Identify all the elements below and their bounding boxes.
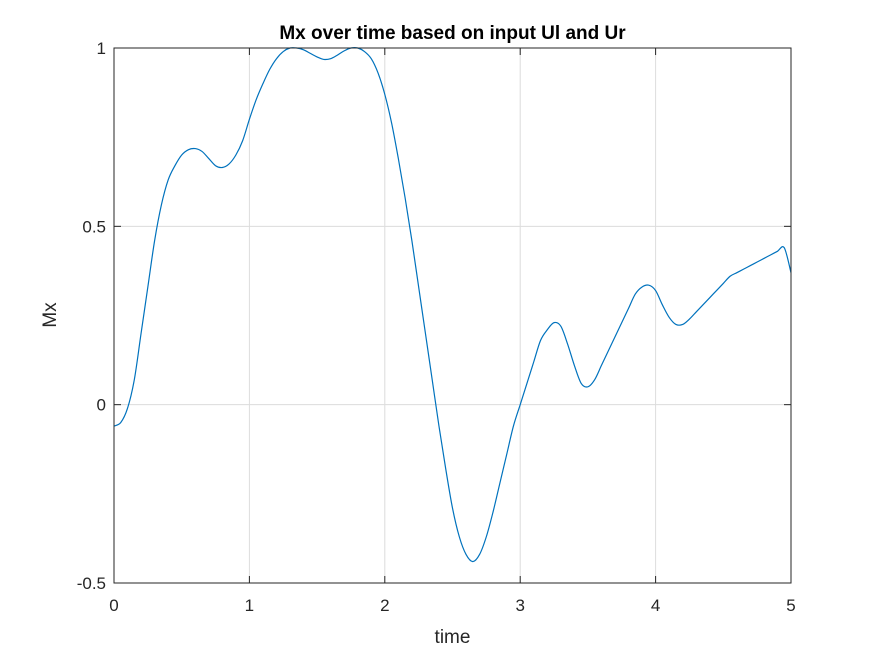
chart-title: Mx over time based on input Ul and Ur [279,23,626,44]
x-tick-label: 4 [651,596,660,615]
x-tick-label: 5 [786,596,795,615]
plot-frame [113,47,792,584]
y-tick-label: 1 [97,39,106,58]
y-tick-label: 0 [97,396,106,415]
x-axis-label: time [435,627,471,648]
y-tick-label: -0.5 [77,574,106,593]
x-tick-label: 3 [515,596,524,615]
y-tick-label: 0.5 [82,217,106,236]
series-line-mx [113,46,792,563]
x-tick-label: 2 [380,596,389,615]
series-layer [113,46,792,563]
y-axis-label: Mx [40,302,61,328]
axis-ticks: 0 1 2 3 4 5-0.500.51 [77,39,796,615]
x-tick-label: 1 [245,596,254,615]
plot-area [113,47,792,584]
x-tick-label: 0 [109,596,118,615]
